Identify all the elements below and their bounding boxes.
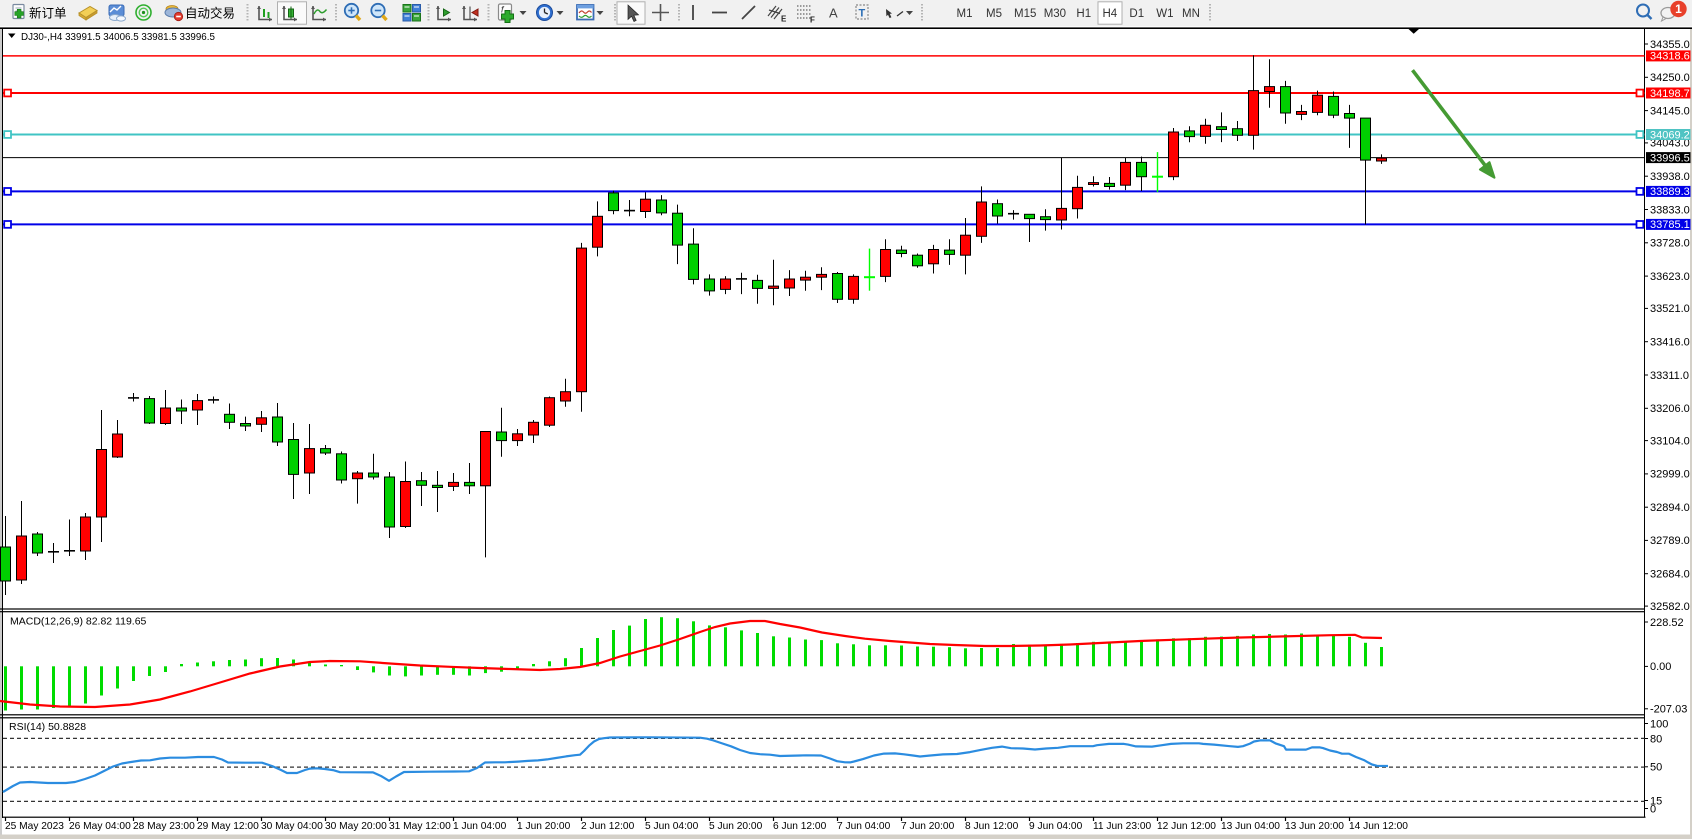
svg-text:80: 80: [1650, 733, 1662, 745]
svg-text:228.52: 228.52: [1650, 617, 1684, 629]
svg-text:32789.0: 32789.0: [1650, 535, 1690, 547]
svg-text:11 Jun 23:00: 11 Jun 23:00: [1093, 821, 1151, 832]
svg-text:34043.0: 34043.0: [1650, 138, 1690, 150]
svg-text:-207.03: -207.03: [1650, 704, 1687, 716]
svg-text:34250.0: 34250.0: [1650, 72, 1690, 84]
svg-text:14 Jun 12:00: 14 Jun 12:00: [1349, 821, 1408, 832]
svg-text:M5: M5: [986, 8, 1002, 20]
svg-text:A: A: [829, 6, 838, 21]
svg-text:DJ30-,H4 33991.5 34006.5 3398: DJ30-,H4 33991.5 34006.5 33981.5 33996.5: [21, 32, 215, 43]
svg-text:13 Jun 04:00: 13 Jun 04:00: [1221, 821, 1280, 832]
svg-text:33206.0: 33206.0: [1650, 403, 1690, 415]
svg-text:30 May 20:00: 30 May 20:00: [325, 821, 387, 832]
svg-text:E: E: [781, 15, 787, 24]
svg-text:33785.1: 33785.1: [1650, 219, 1690, 231]
svg-text:12 Jun 12:00: 12 Jun 12:00: [1157, 821, 1216, 832]
svg-text:33833.0: 33833.0: [1650, 204, 1690, 216]
svg-text:M30: M30: [1044, 8, 1066, 20]
svg-text:M15: M15: [1014, 8, 1036, 20]
svg-text:32582.0: 32582.0: [1650, 601, 1690, 613]
svg-text:D1: D1: [1129, 8, 1144, 20]
svg-text:7 Jun 04:00: 7 Jun 04:00: [837, 821, 891, 832]
svg-text:1 Jun 20:00: 1 Jun 20:00: [517, 821, 571, 832]
svg-text:自动交易: 自动交易: [185, 6, 235, 21]
svg-text:28 May 23:00: 28 May 23:00: [133, 821, 195, 832]
svg-text:9 Jun 04:00: 9 Jun 04:00: [1029, 821, 1083, 832]
svg-text:13 Jun 20:00: 13 Jun 20:00: [1285, 821, 1344, 832]
svg-text:33623.0: 33623.0: [1650, 271, 1690, 283]
svg-text:33728.0: 33728.0: [1650, 238, 1690, 250]
svg-text:32684.0: 32684.0: [1650, 569, 1690, 581]
svg-text:0: 0: [1650, 803, 1656, 815]
svg-text:30 May 04:00: 30 May 04:00: [261, 821, 323, 832]
svg-text:34318.6: 34318.6: [1650, 51, 1690, 63]
svg-text:26 May 04:00: 26 May 04:00: [69, 821, 131, 832]
svg-text:34145.0: 34145.0: [1650, 105, 1690, 117]
svg-text:1: 1: [1675, 2, 1682, 16]
svg-text:33311.0: 33311.0: [1650, 370, 1689, 382]
svg-text:0.00: 0.00: [1650, 661, 1671, 673]
svg-text:100: 100: [1650, 718, 1668, 730]
svg-text:M1: M1: [957, 8, 973, 20]
svg-text:50: 50: [1650, 762, 1662, 774]
svg-text:1 Jun 04:00: 1 Jun 04:00: [453, 821, 507, 832]
svg-text:33996.5: 33996.5: [1650, 152, 1690, 164]
svg-text:5 Jun 20:00: 5 Jun 20:00: [709, 821, 763, 832]
svg-text:f: f: [501, 5, 505, 15]
svg-text:34198.7: 34198.7: [1650, 88, 1690, 100]
svg-text:33889.3: 33889.3: [1650, 186, 1690, 198]
svg-text:25 May 2023: 25 May 2023: [5, 821, 64, 832]
svg-text:5 Jun 04:00: 5 Jun 04:00: [645, 821, 699, 832]
svg-text:MN: MN: [1182, 8, 1200, 20]
svg-text:34355.0: 34355.0: [1650, 39, 1690, 51]
svg-text:8 Jun 12:00: 8 Jun 12:00: [965, 821, 1019, 832]
svg-text:33938.0: 33938.0: [1650, 171, 1690, 183]
svg-text:MACD(12,26,9) 82.82 119.65: MACD(12,26,9) 82.82 119.65: [10, 616, 147, 628]
svg-text:34069.2: 34069.2: [1650, 129, 1690, 141]
svg-text:33104.0: 33104.0: [1650, 435, 1690, 447]
svg-text:W1: W1: [1156, 8, 1173, 20]
svg-text:H1: H1: [1076, 8, 1091, 20]
svg-text:32999.0: 32999.0: [1650, 469, 1690, 481]
svg-text:T: T: [859, 8, 866, 20]
svg-text:15: 15: [1650, 795, 1662, 807]
svg-text:RSI(14) 50.8828: RSI(14) 50.8828: [9, 721, 86, 733]
svg-text:H4: H4: [1103, 8, 1118, 20]
svg-text:33521.0: 33521.0: [1650, 303, 1690, 315]
svg-text:31 May 12:00: 31 May 12:00: [389, 821, 451, 832]
svg-text:33416.0: 33416.0: [1650, 337, 1690, 349]
svg-text:32894.0: 32894.0: [1650, 502, 1690, 514]
svg-text:7 Jun 20:00: 7 Jun 20:00: [901, 821, 955, 832]
svg-text:新订单: 新订单: [29, 6, 67, 21]
svg-text:F: F: [810, 16, 815, 25]
svg-text:6 Jun 12:00: 6 Jun 12:00: [773, 821, 827, 832]
svg-text:29 May 12:00: 29 May 12:00: [197, 821, 259, 832]
svg-text:2 Jun 12:00: 2 Jun 12:00: [581, 821, 635, 832]
